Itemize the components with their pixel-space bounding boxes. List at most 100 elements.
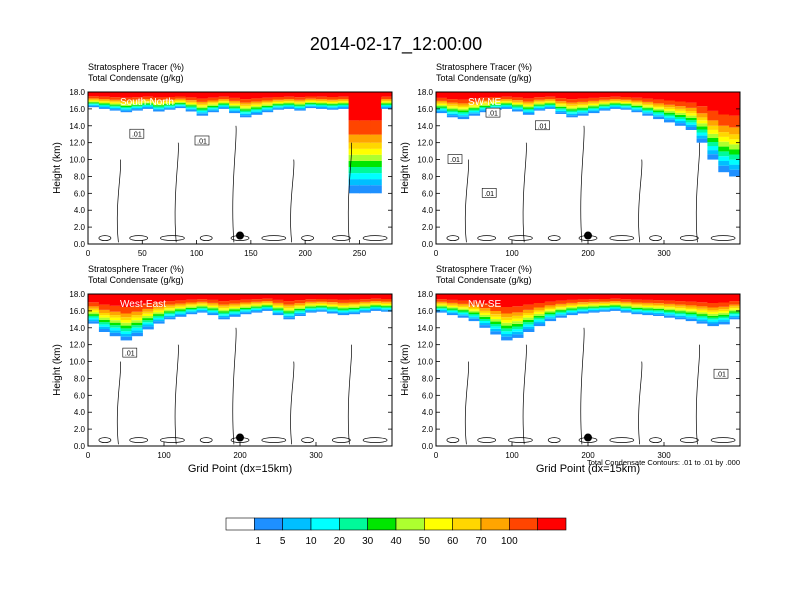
tracer-cell [664, 107, 676, 109]
tracer-cell [512, 102, 524, 105]
tracer-cell [272, 92, 285, 97]
tracer-cell [631, 110, 643, 113]
tracer-cell [664, 312, 676, 315]
tracer-cell [109, 322, 122, 326]
tracer-cell [305, 103, 317, 105]
tracer-cell [294, 108, 306, 110]
tracer-cell [457, 112, 470, 114]
tracer-cell [642, 108, 654, 110]
y-tick-label: 8.0 [74, 374, 86, 383]
tracer-cell [305, 92, 317, 97]
tracer-cell [577, 309, 589, 311]
chart-panel-2: 0.0 2.0 4.0 6.0 8.0 10.0 12.0 14.0 16.0 18.0 Heigh… [400, 62, 741, 258]
tracer-cell [479, 100, 491, 103]
tracer-cell [642, 113, 654, 116]
tracer-cell [696, 312, 709, 315]
tracer-cell [359, 92, 371, 121]
tracer-cell [283, 309, 295, 312]
tracer-cell [88, 312, 100, 315]
tracer-cell [707, 133, 719, 138]
tracer-cell [120, 100, 133, 103]
tracer-cell [620, 307, 633, 309]
tracer-cell [566, 104, 578, 107]
tracer-cell [229, 100, 241, 103]
x-tick-label: 100 [505, 451, 519, 460]
tracer-cell [446, 102, 459, 105]
tracer-cell [294, 109, 306, 111]
tracer-cell [598, 307, 611, 309]
tracer-cell [664, 305, 676, 308]
tracer-cell [620, 301, 633, 304]
tracer-cell [250, 303, 263, 305]
tracer-field [436, 92, 740, 177]
tracer-cell [98, 104, 111, 106]
tracer-cell [642, 98, 654, 102]
tracer-cell [577, 109, 589, 111]
tracer-cell [283, 294, 295, 302]
tracer-cell [348, 167, 361, 174]
x-tick-label: 0 [434, 451, 439, 460]
contour-label-box [485, 107, 501, 118]
tracer-cell [479, 319, 491, 321]
y-tick-label: 6.0 [422, 391, 434, 400]
tracer-cell [609, 106, 622, 108]
tracer-cell [588, 305, 600, 307]
tracer-cell [436, 92, 448, 98]
tracer-cell [436, 106, 448, 108]
tracer-cell [381, 106, 392, 108]
tracer-cell [164, 92, 176, 97]
tracer-cell [348, 305, 361, 307]
tracer-cell [359, 310, 371, 312]
colorbar-label: 100 [501, 536, 518, 547]
tracer-cell [261, 92, 274, 98]
tracer-cell [533, 103, 546, 105]
tracer-cell [577, 101, 589, 104]
tracer-cell [598, 302, 611, 304]
tracer-cell [468, 307, 481, 310]
tracer-cell [283, 312, 295, 315]
tracer-cell [501, 101, 513, 103]
tracer-cell [555, 307, 567, 309]
tracer-cell [305, 98, 317, 100]
tracer-cell [98, 100, 111, 102]
tracer-cell [718, 302, 730, 307]
tracer-cell [598, 306, 611, 308]
tracer-cell [446, 92, 459, 100]
tracer-cell [479, 104, 491, 106]
tracer-cell [261, 103, 274, 105]
tracer-cell [120, 108, 133, 110]
tracer-cell [337, 302, 350, 305]
tracer-cell [283, 317, 295, 320]
tracer-cell [381, 104, 392, 106]
tracer-cell [131, 327, 143, 331]
contour-loop [649, 437, 662, 443]
tracer-cell [261, 309, 274, 311]
tracer-cell [588, 107, 600, 109]
tracer-cell [283, 103, 295, 105]
tracer-cell [359, 160, 371, 167]
header-line-2: Total Condensate (g/kg) [436, 73, 532, 83]
tracer-cell [207, 294, 219, 300]
header-line-2: Total Condensate (g/kg) [436, 275, 532, 285]
tracer-cell [664, 294, 676, 301]
tracer-cell [490, 305, 502, 311]
tracer-cell [490, 314, 502, 317]
tracer-cell [98, 326, 111, 329]
tracer-cell [370, 308, 382, 310]
tracer-cell [544, 92, 557, 97]
tracer-cell [522, 319, 535, 323]
tracer-cell [631, 294, 643, 300]
contour-label-box [713, 368, 729, 379]
tracer-cell [436, 303, 448, 305]
tracer-cell [370, 309, 382, 311]
tracer-cell [250, 113, 263, 115]
tracer-cell [664, 315, 676, 318]
contour-loop [331, 235, 351, 241]
tracer-cell [490, 326, 502, 329]
tracer-cell [512, 104, 524, 106]
tracer-cell [153, 321, 165, 324]
tracer-cell [240, 302, 252, 305]
tracer-cell [185, 106, 198, 108]
tracer-cell [490, 316, 502, 320]
tracer-cell [109, 109, 122, 111]
